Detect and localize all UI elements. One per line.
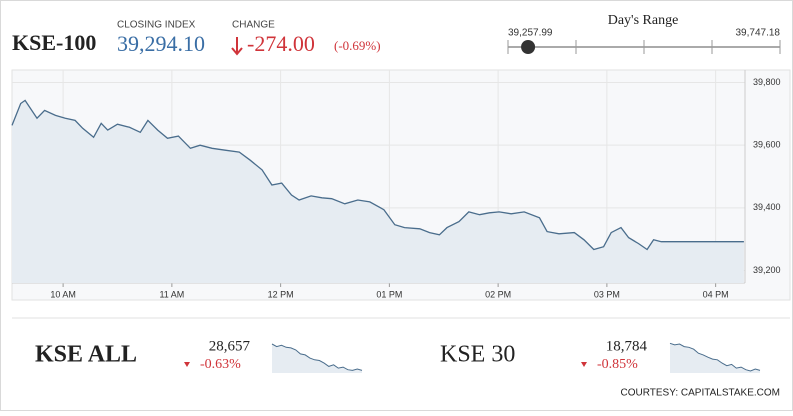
- main-chart: 39,200 39,400 39,600 39,800 10 AM 11 AM 12 PM 0…: [11, 70, 781, 299]
- range-low: 39,257.99: [508, 28, 553, 39]
- area: [670, 343, 760, 373]
- x-tick-label: 10 AM: [50, 289, 76, 299]
- change-percent: (-0.69%): [334, 38, 381, 53]
- down-arrow: [231, 37, 243, 56]
- line: [669, 342, 761, 372]
- range-slider: [507, 40, 781, 54]
- index-value: 18,784: [606, 338, 648, 354]
- y-tick-label: 39,200: [753, 265, 781, 275]
- range-marker: [521, 40, 536, 54]
- line: [271, 343, 363, 371]
- index-name: KSE 30: [440, 342, 515, 368]
- y-tick-label: 39,800: [753, 77, 781, 87]
- sparkline: [271, 343, 363, 373]
- down-triangle: [184, 362, 190, 367]
- index-value: 28,657: [209, 338, 251, 354]
- range-high: 39,747.18: [736, 28, 781, 39]
- index-change: -0.63%: [200, 357, 241, 372]
- down-triangle: [581, 362, 587, 367]
- closing-label: CLOSING INDEX: [117, 20, 196, 31]
- area: [272, 344, 362, 373]
- symbol: KSE-100: [12, 30, 96, 55]
- x-tick-label: 01 PM: [376, 289, 402, 299]
- x-tick-label: 12 PM: [268, 289, 294, 299]
- sparkline: [669, 342, 761, 373]
- x-tick-label: 11 AM: [159, 289, 184, 299]
- y-tick-label: 39,400: [753, 202, 781, 212]
- area: [12, 100, 744, 284]
- courtesy: COURTESY: CAPITALSTAKE.COM: [621, 388, 780, 399]
- change-label: CHANGE: [232, 20, 275, 31]
- x-tick-label: 04 PM: [703, 289, 729, 299]
- line: [11, 99, 744, 251]
- change: -274.00: [247, 31, 315, 56]
- y-tick-label: 39,600: [753, 140, 781, 150]
- index-name: KSE ALL: [35, 342, 137, 368]
- index-change: -0.85%: [597, 357, 638, 372]
- range-title: Day's Range: [608, 13, 679, 28]
- x-tick-label: 03 PM: [594, 289, 620, 299]
- closing-index: 39,294.10: [117, 31, 205, 56]
- x-tick-label: 02 PM: [485, 289, 511, 299]
